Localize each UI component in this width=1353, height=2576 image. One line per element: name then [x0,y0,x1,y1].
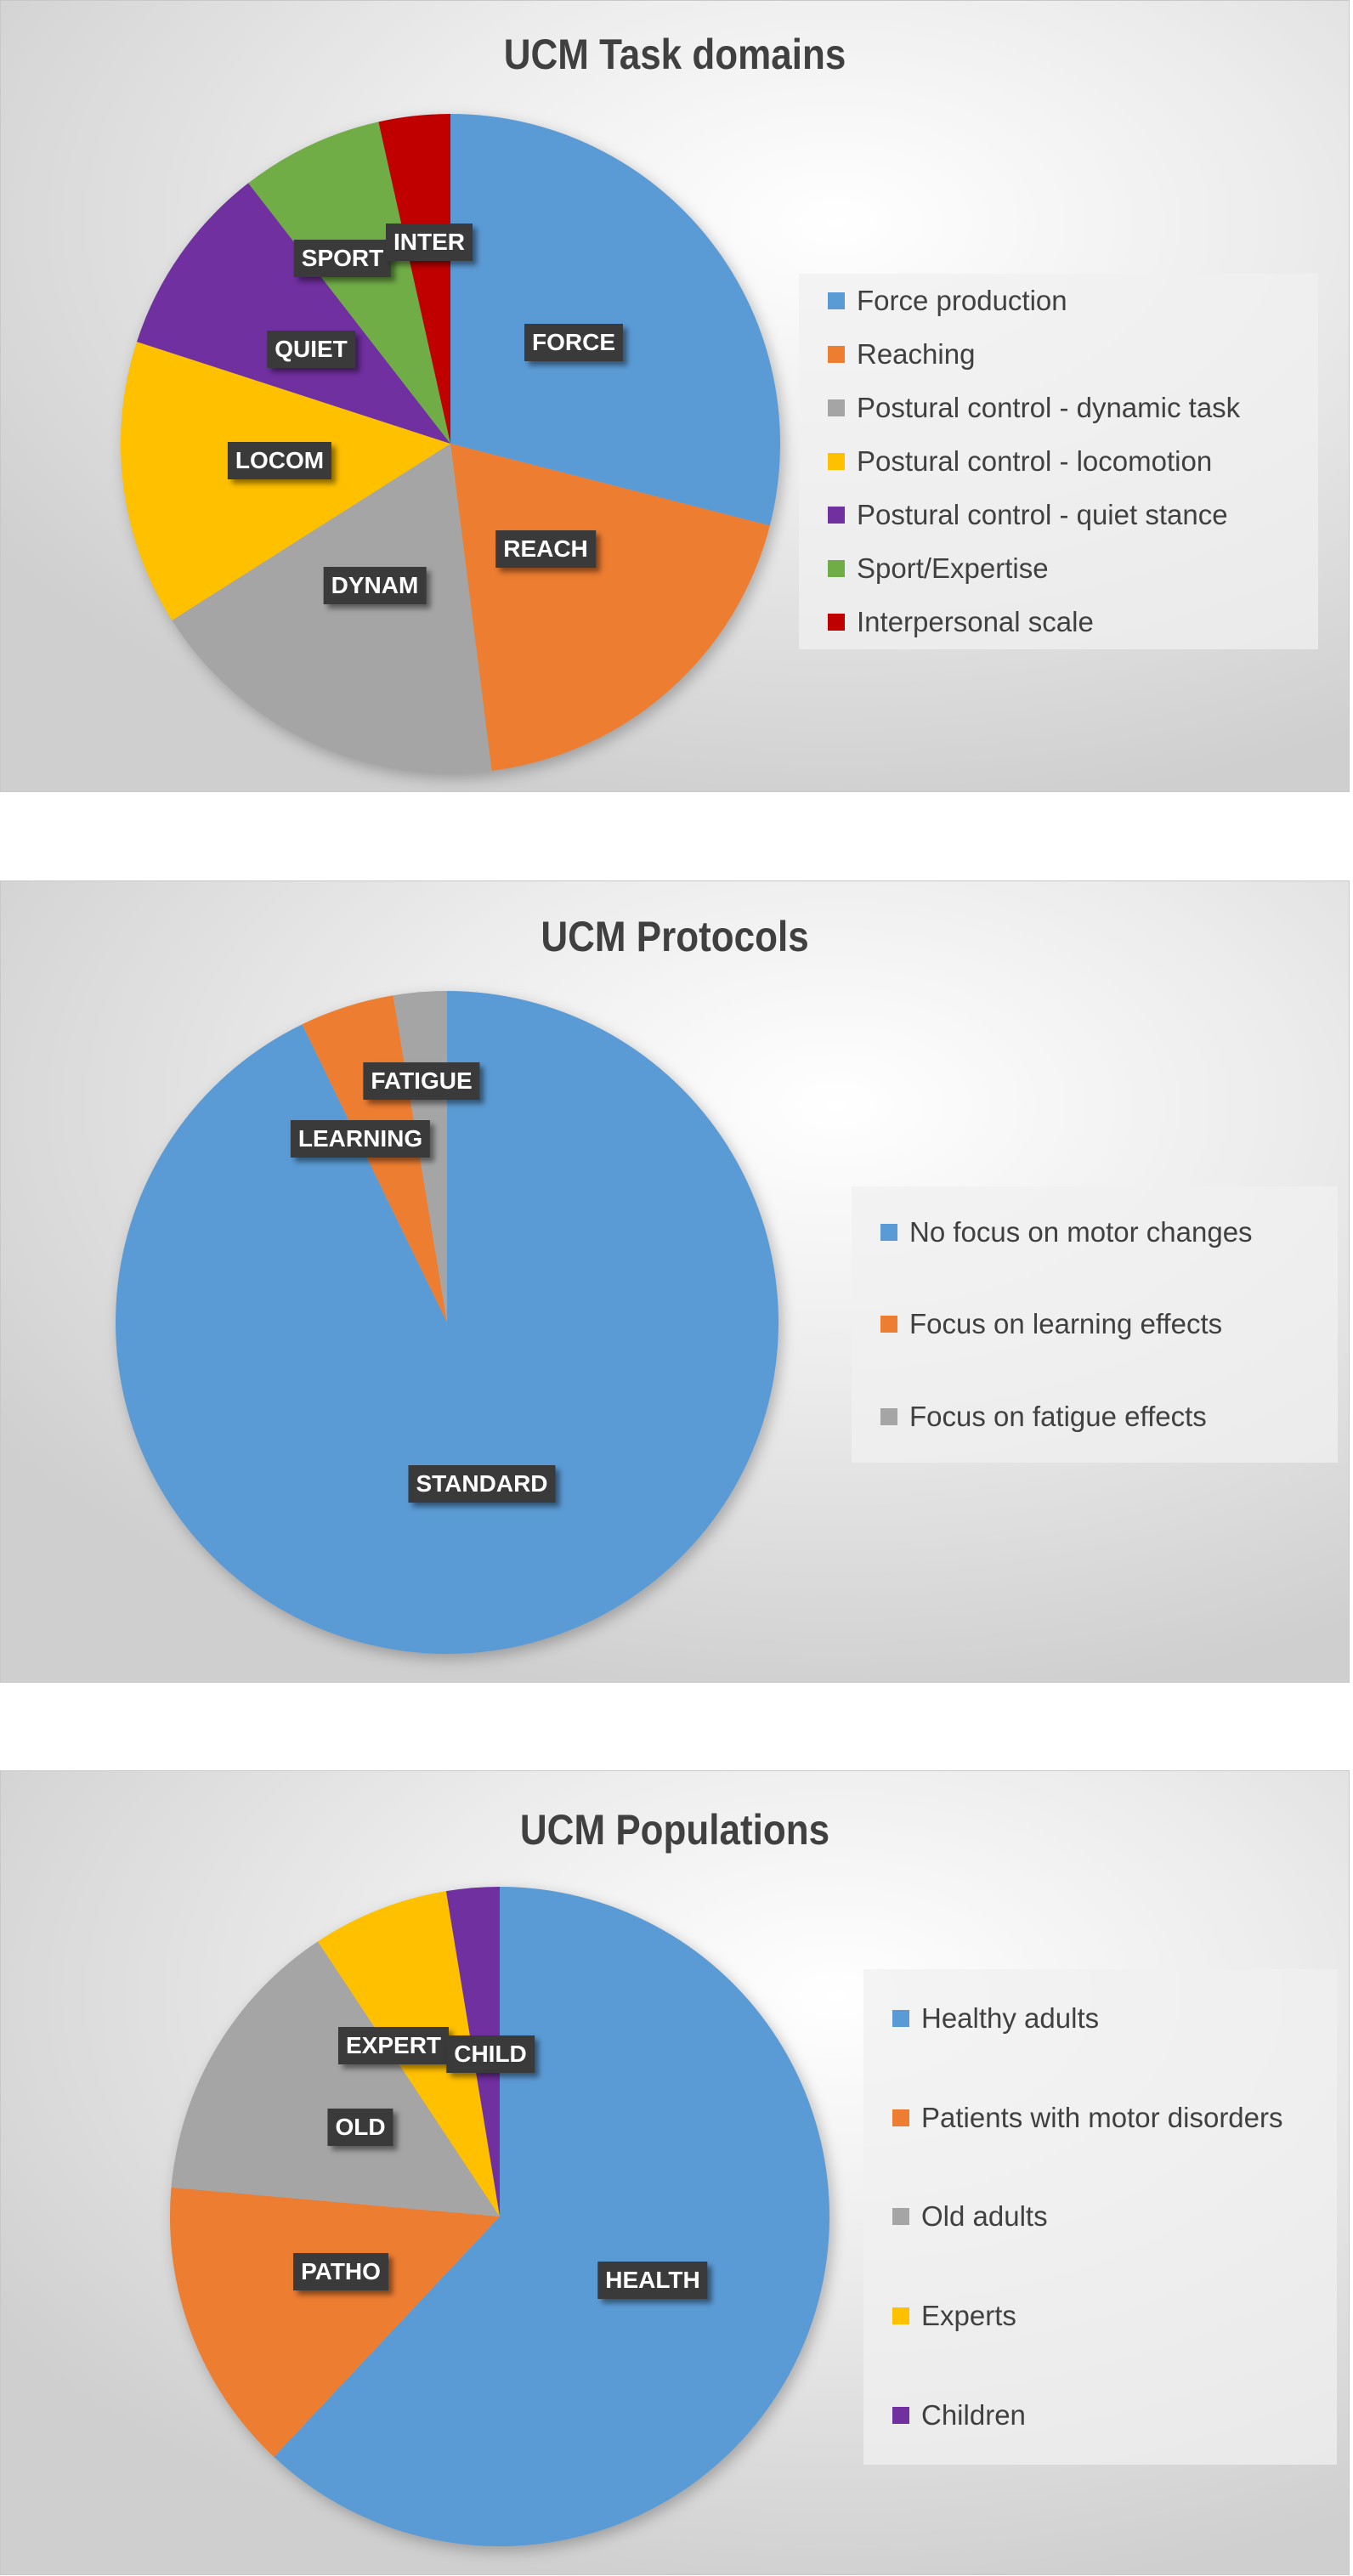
data-label: DYNAM [323,567,427,604]
legend-label: Postural control - locomotion [857,444,1213,477]
legend-label: Force production [857,284,1067,316]
pie-slice-force [450,114,780,526]
legend-item: Postural control - dynamic task [828,392,1318,424]
legend-swatch [828,452,845,470]
pie-slice-reach [450,444,770,771]
legend-item: Patients with motor disorders [892,2102,1337,2134]
data-label: OLD [327,2109,393,2146]
legend: No focus on motor changes Focus on learni… [852,1186,1338,1463]
legend-item: Healthy adults [892,2002,1337,2035]
legend-label: Old adults [921,2200,1048,2233]
legend-item: No focus on motor changes [880,1216,1338,1248]
data-label: CHILD [446,2035,535,2073]
legend-swatch [880,1407,897,1425]
legend-label: Healthy adults [921,2002,1100,2035]
data-label: STANDARD [408,1465,556,1503]
data-label: INTER [386,224,473,261]
chart-title: UCM Populations [519,1806,830,1854]
pie-slice-old [171,1941,500,2216]
legend-swatch [892,2109,909,2126]
legend-label: Focus on fatigue effects [909,1400,1207,1432]
data-label: LEARNING [290,1120,431,1158]
legend-swatch [892,2010,909,2028]
data-label: HEALTH [597,2262,708,2299]
legend-item: Postural control - locomotion [828,445,1318,478]
legend-item: Interpersonal scale [828,606,1318,638]
pie-slice-quiet [136,183,451,444]
data-label: REACH [495,530,596,568]
legend-item: Focus on fatigue effects [880,1401,1338,1433]
legend-swatch [828,399,845,416]
data-label: PATHO [293,2253,388,2290]
legend-label: Postural control - dynamic task [857,391,1241,423]
pie-slice-health [274,1887,830,2546]
legend-item: Focus on learning effects [880,1308,1338,1340]
data-label: LOCOM [227,442,332,479]
legend-swatch [892,2406,909,2424]
legend-swatch [828,560,845,578]
legend-item: Force production [828,285,1318,317]
legend-swatch [828,292,845,309]
legend-label: Sport/Expertise [857,552,1049,585]
legend-label: Postural control - quiet stance [857,499,1228,531]
data-label: SPORT [293,240,392,277]
legend-swatch [828,614,845,631]
pie-slice-locom [120,342,450,620]
legend-swatch [880,1224,897,1242]
chart-protocols: UCM Protocols STANDARD LEARNING FATIGUE No … [0,880,1350,1683]
legend-swatch [828,507,845,524]
legend-item: Postural control - quiet stance [828,499,1318,531]
data-label: EXPERT [337,2027,450,2064]
legend-item: Old adults [892,2200,1337,2233]
legend: Healthy adults Patients with motor disord… [863,1969,1337,2465]
legend-label: Focus on learning effects [909,1308,1223,1340]
pie-slice-patho [170,2187,500,2457]
pie [120,114,780,773]
chart-task-domains: UCM Task domains FORCE REACH DYNAM LOCOM QUI… [0,0,1350,792]
legend-label: Patients with motor disorders [921,2101,1283,2133]
legend-label: Experts [921,2300,1016,2332]
legend-label: Reaching [857,337,976,370]
legend-swatch [880,1316,897,1333]
data-label: FORCE [524,324,623,361]
data-label: QUIET [267,331,355,368]
pie-slice-dynam [172,444,492,773]
data-label: FATIGUE [363,1062,480,1100]
chart-populations: UCM Populations HEALTH PATHO OLD EXPERT CHIL… [0,1770,1350,2575]
legend-swatch [828,345,845,363]
legend-swatch [892,2307,909,2325]
pie-slice-learning [302,995,447,1322]
legend-label: Children [921,2398,1026,2431]
legend-item: Sport/Expertise [828,552,1318,585]
legend-item: Experts [892,2300,1337,2332]
legend: Force production Reaching Postural control… [799,274,1318,649]
legend-label: Interpersonal scale [857,606,1094,638]
chart-title: UCM Task domains [503,31,846,78]
legend-swatch [892,2208,909,2226]
pie [170,1887,830,2546]
pie-slice-inter [378,114,450,444]
pie-slice-sport [248,122,450,444]
legend-label: No focus on motor changes [909,1216,1253,1248]
chart-title: UCM Protocols [541,913,809,960]
legend-item: Children [892,2399,1337,2432]
legend-item: Reaching [828,338,1318,371]
